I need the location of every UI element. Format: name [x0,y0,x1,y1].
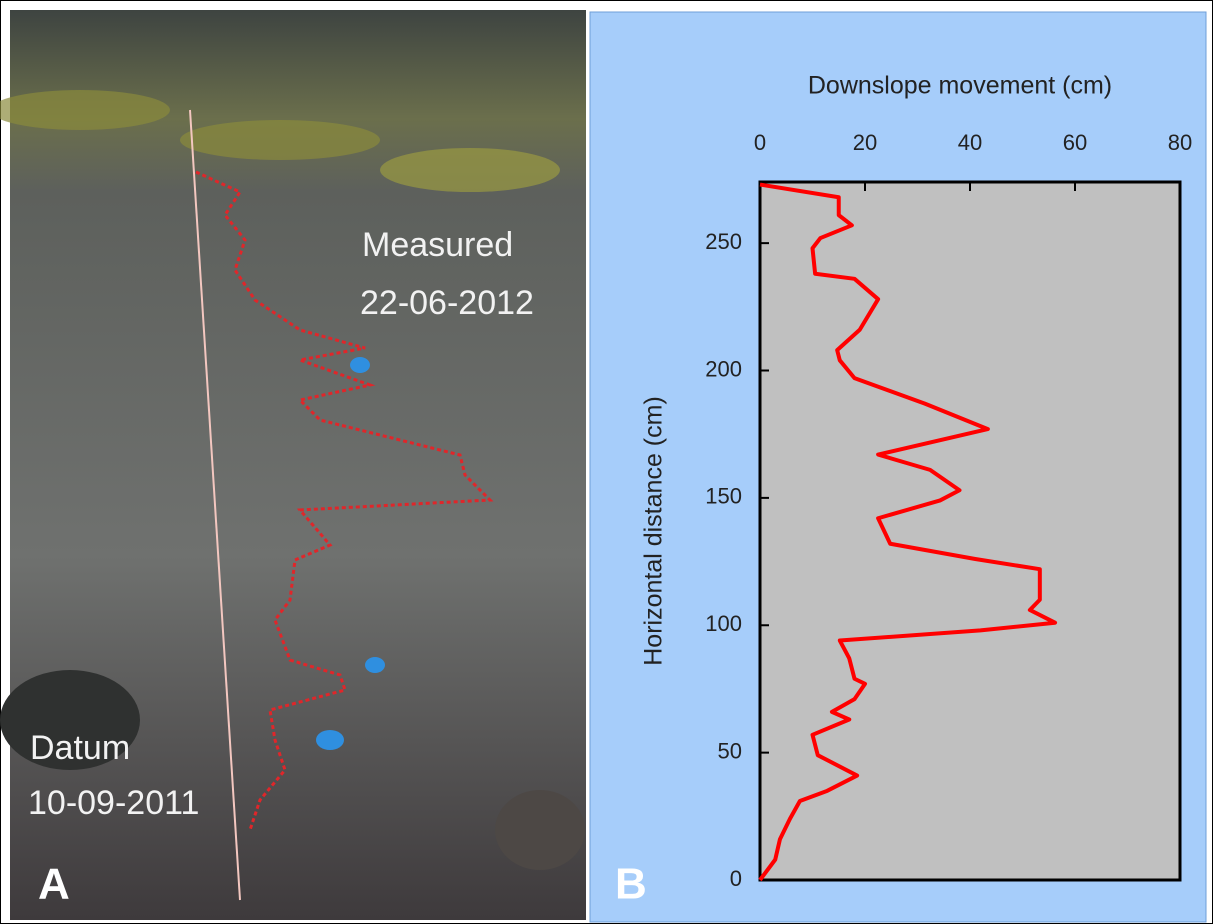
y-tick-label: 0 [730,866,742,891]
x-tick-label: 60 [1063,130,1087,155]
plot-area [760,182,1180,880]
annotation: 10-09-2011 [28,784,199,822]
panel-label: B [615,860,647,909]
y-tick-label: 50 [718,738,742,763]
blue-marker [350,357,370,373]
x-tick-label: 20 [853,130,877,155]
annotation: Measured [362,226,513,264]
grass [380,148,560,192]
x-tick-label: 40 [958,130,982,155]
blue-marker [316,730,344,750]
annotation: 22-06-2012 [360,284,534,322]
y-tick-label: 250 [705,229,742,254]
annotation: Datum [30,729,130,767]
x-tick-label: 0 [754,130,766,155]
blue-marker [365,657,385,673]
y-axis-label: Horizontal distance (cm) [640,396,668,666]
y-tick-label: 100 [705,611,742,636]
x-tick-label: 80 [1168,130,1192,155]
chart-title: Downslope movement (cm) [808,72,1112,100]
panel-label: A [38,860,70,909]
y-tick-label: 150 [705,484,742,509]
grass [180,120,380,160]
figure: Measured 22-06-2012 Datum 10-09-2011 A D… [0,0,1213,924]
y-tick-label: 200 [705,356,742,381]
photo: Measured 22-06-2012 Datum 10-09-2011 A [0,10,586,920]
rock [495,790,585,870]
